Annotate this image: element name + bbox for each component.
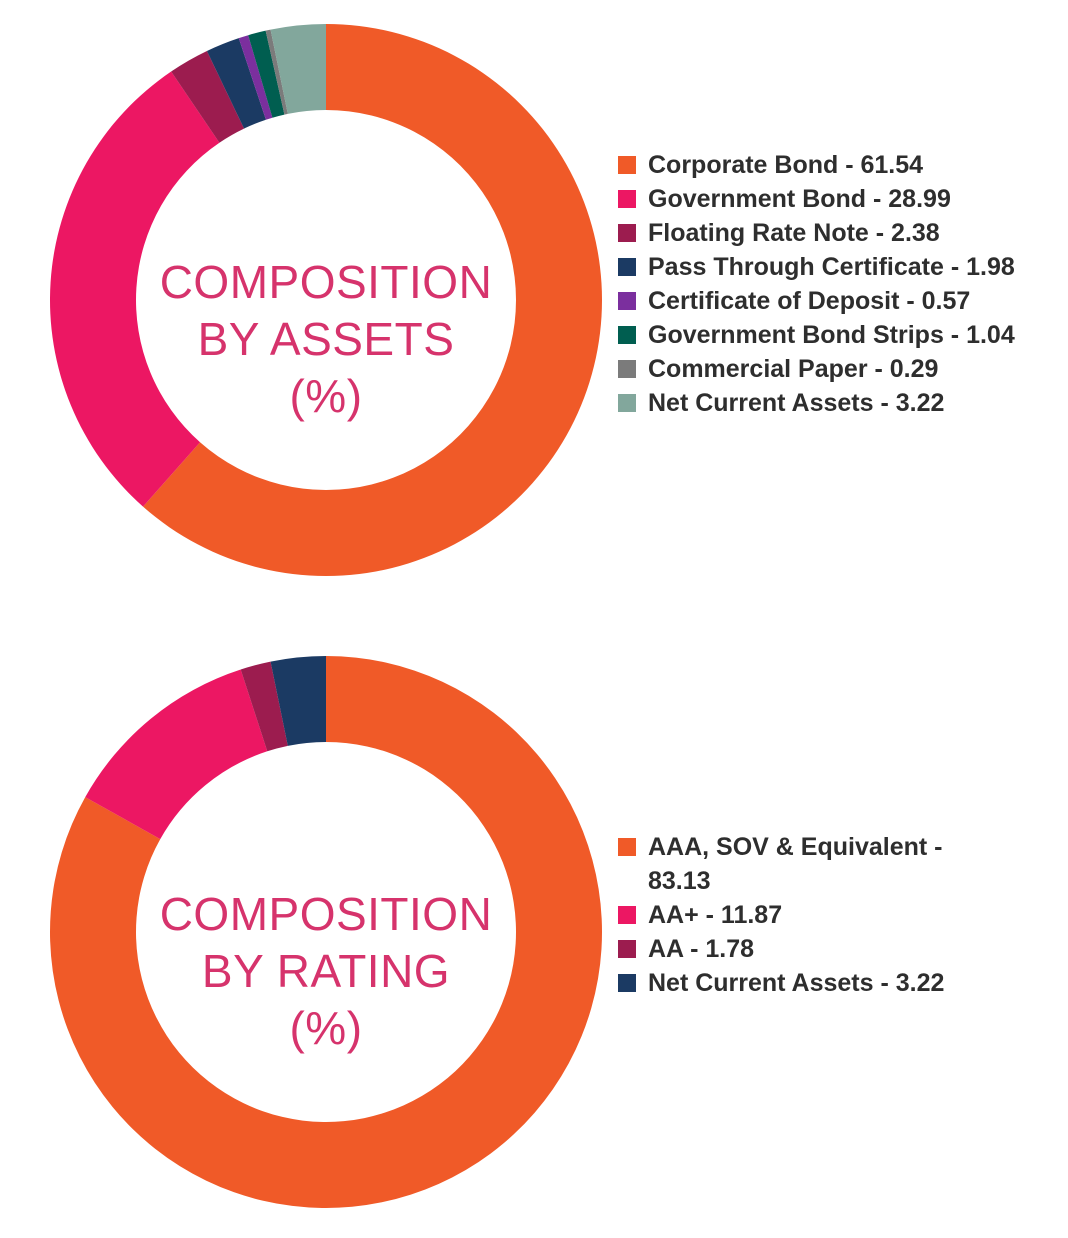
assets-slice-commercial-paper xyxy=(265,29,288,115)
assets-legend-item: Floating Rate Note - 2.38 xyxy=(618,216,1058,250)
rating-legend-item: AA+ - 11.87 xyxy=(618,898,1058,932)
assets-legend-item: Pass Through Certificate - 1.98 xyxy=(618,250,1058,284)
assets-legend-item: Net Current Assets - 3.22 xyxy=(618,386,1058,420)
rating-title-line-3: (%) xyxy=(289,1002,363,1054)
assets-legend-swatch xyxy=(618,394,636,412)
rating-title-line-2: BY RATING xyxy=(201,945,451,997)
rating-slice-aa xyxy=(85,669,268,840)
assets-slice-government-bond-strips xyxy=(248,30,285,118)
rating-legend-swatch xyxy=(618,838,636,856)
assets-legend: Corporate Bond - 61.54 Government Bond - … xyxy=(618,148,1058,420)
assets-legend-swatch xyxy=(618,326,636,344)
assets-donut xyxy=(49,24,602,576)
rating-center-title: COMPOSITION BY RATING (%) xyxy=(146,886,506,1057)
assets-slice-certificate-of-deposit xyxy=(238,35,273,120)
assets-legend-swatch xyxy=(618,292,636,310)
composition-by-assets-chart: COMPOSITION BY ASSETS (%) Corporate Bond… xyxy=(0,0,1068,600)
rating-legend-label: AA - 1.78 xyxy=(648,935,755,963)
rating-slice-aaa-sov-equivalent xyxy=(49,656,603,1208)
assets-legend-item: Commercial Paper - 0.29 xyxy=(618,352,1058,386)
rating-legend: AAA, SOV & Equivalent - 83.13 AA+ - 11.87… xyxy=(618,830,1058,1000)
rating-slice-aa xyxy=(240,661,288,752)
rating-legend-item: AAA, SOV & Equivalent - 83.13 xyxy=(618,830,1058,898)
assets-title-line-1: COMPOSITION xyxy=(159,256,493,308)
rating-legend-label: AAA, SOV & Equivalent - 83.13 xyxy=(648,833,943,895)
assets-slice-pass-through-certificate xyxy=(206,38,266,129)
rating-legend-item: AA - 1.78 xyxy=(618,932,1058,966)
assets-legend-label: Government Bond Strips - 1.04 xyxy=(648,321,1015,349)
rating-legend-swatch xyxy=(618,940,636,958)
assets-legend-label: Pass Through Certificate - 1.98 xyxy=(648,253,1015,281)
composition-by-rating-chart: COMPOSITION BY RATING (%) AAA, SOV & Equ… xyxy=(0,620,1068,1238)
rating-legend-label: AA+ - 11.87 xyxy=(648,901,783,929)
rating-legend-label: Net Current Assets - 3.22 xyxy=(648,969,945,997)
assets-legend-swatch xyxy=(618,258,636,276)
assets-title-line-2: BY ASSETS xyxy=(197,313,455,365)
assets-legend-label: Net Current Assets - 3.22 xyxy=(648,389,945,417)
assets-legend-swatch xyxy=(618,190,636,208)
assets-slice-net-current-assets xyxy=(270,24,326,114)
assets-legend-label: Corporate Bond - 61.54 xyxy=(648,151,924,179)
rating-legend-item: Net Current Assets - 3.22 xyxy=(618,966,1058,1000)
assets-legend-item: Corporate Bond - 61.54 xyxy=(618,148,1058,182)
rating-donut xyxy=(49,656,603,1208)
assets-legend-label: Government Bond - 28.99 xyxy=(648,185,951,213)
assets-legend-swatch xyxy=(618,156,636,174)
assets-slice-floating-rate-note xyxy=(171,51,245,143)
assets-slice-corporate-bond xyxy=(143,24,602,576)
assets-slice-government-bond xyxy=(49,71,220,507)
assets-legend-swatch xyxy=(618,224,636,242)
rating-slice-net-current-assets xyxy=(270,656,326,746)
rating-title-line-1: COMPOSITION xyxy=(159,888,493,940)
assets-title-line-3: (%) xyxy=(289,370,363,422)
assets-legend-swatch xyxy=(618,360,636,378)
assets-legend-item: Government Bond - 28.99 xyxy=(618,182,1058,216)
assets-legend-label: Floating Rate Note - 2.38 xyxy=(648,219,940,247)
assets-legend-label: Certificate of Deposit - 0.57 xyxy=(648,287,971,315)
rating-legend-swatch xyxy=(618,974,636,992)
assets-center-title: COMPOSITION BY ASSETS (%) xyxy=(146,254,506,425)
assets-legend-item: Government Bond Strips - 1.04 xyxy=(618,318,1058,352)
rating-legend-swatch xyxy=(618,906,636,924)
assets-legend-label: Commercial Paper - 0.29 xyxy=(648,355,939,383)
assets-legend-item: Certificate of Deposit - 0.57 xyxy=(618,284,1058,318)
